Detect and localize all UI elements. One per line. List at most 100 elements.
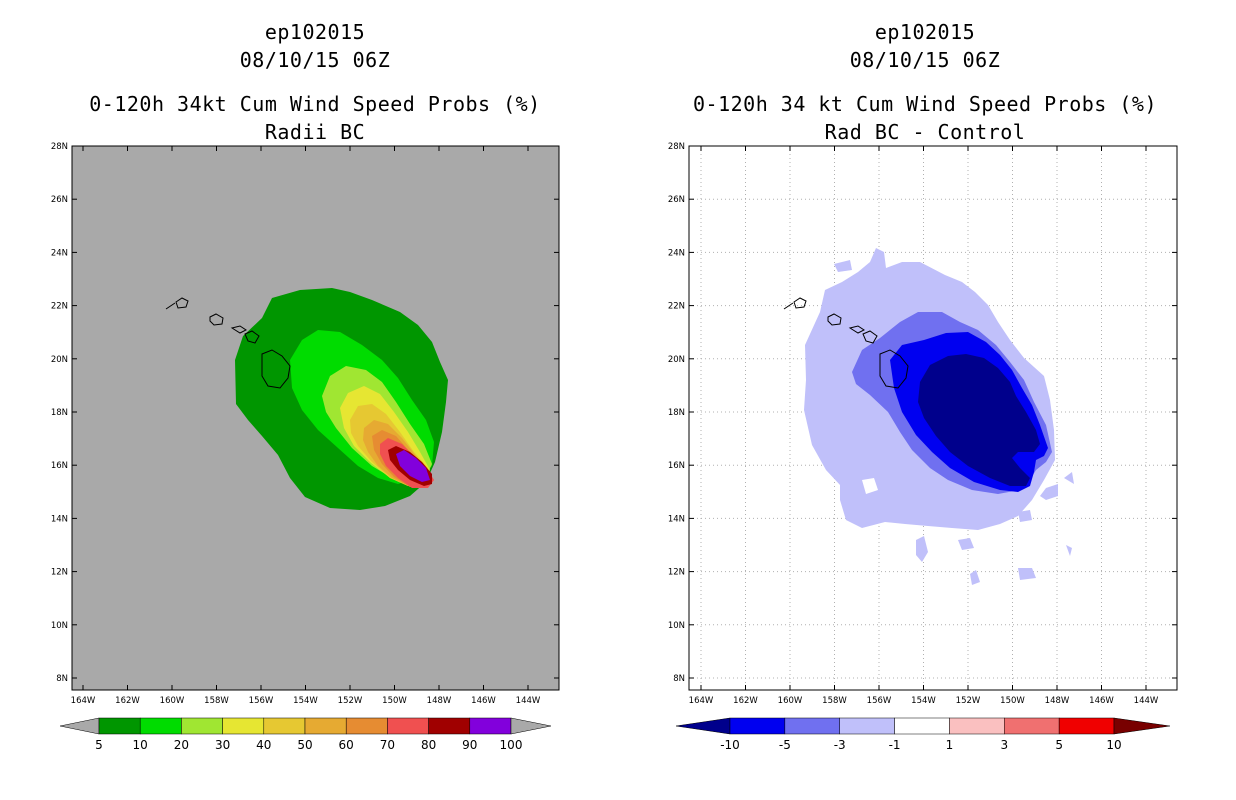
left-storm-id: ep102015	[264, 20, 366, 44]
left-colorbar-swatch	[181, 717, 223, 735]
left-colorbar-swatch	[222, 717, 265, 735]
left-colorbar-swatch	[469, 717, 512, 735]
right-lon-label: 156W	[867, 696, 892, 706]
left-colorbar-label: 5	[95, 738, 103, 752]
left-lon-label: 156W	[249, 696, 274, 706]
right-blob-d	[1066, 545, 1072, 556]
left-subtitle: Radii BC	[264, 120, 366, 144]
right-lat-label: 28N	[668, 142, 685, 152]
right-colorbar-label: -3	[834, 738, 846, 752]
right-lat-label: 26N	[668, 195, 685, 205]
left-colorbar-label: 50	[297, 738, 312, 752]
right-subtitle: Rad BC - Control	[824, 120, 1026, 144]
right-lat-label: 22N	[668, 302, 685, 312]
left-colorbar-label: 60	[339, 738, 354, 752]
right-colorbar-swatch	[729, 717, 786, 735]
left-title: 0-120h 34kt Cum Wind Speed Probs (%)	[89, 92, 541, 116]
right-blob-c	[970, 570, 980, 585]
left-lat-label: 28N	[51, 142, 68, 152]
right-lat-label: 12N	[668, 568, 685, 578]
left-datetime: 08/10/15 06Z	[239, 48, 391, 72]
left-colorbar-swatch	[304, 717, 347, 735]
right-map-frame	[688, 145, 1178, 691]
right-lat-label: 8N	[673, 674, 685, 684]
right-lon-label: 144W	[1134, 696, 1159, 706]
left-lon-label: 164W	[71, 696, 96, 706]
right-colorbar-swatch	[784, 717, 840, 735]
right-title: 0-120h 34 kt Cum Wind Speed Probs (%)	[692, 92, 1158, 116]
right-blob-e	[1064, 472, 1074, 484]
right-colorbar-swatch	[839, 717, 895, 735]
right-lon-label: 158W	[822, 696, 847, 706]
right-blob-a	[916, 536, 928, 562]
left-map-frame	[71, 145, 560, 691]
left-colorbar-high-arrow	[510, 717, 552, 735]
right-lon-label: 148W	[1045, 696, 1070, 706]
right-lon-label: 146W	[1089, 696, 1114, 706]
right-lon-label: 152W	[956, 696, 981, 706]
left-colorbar-label: 40	[256, 738, 271, 752]
right-lat-label: 18N	[668, 408, 685, 418]
right-colorbar-label: 1	[946, 738, 954, 752]
right-lon-label: 160W	[778, 696, 803, 706]
right-lon-label: 162W	[733, 696, 758, 706]
left-colorbar-label: 30	[215, 738, 230, 752]
right-datetime: 08/10/15 06Z	[849, 48, 1001, 72]
left-lon-label: 144W	[516, 696, 541, 706]
right-colorbar-low-arrow	[675, 717, 731, 735]
left-lat-label: 18N	[51, 408, 68, 418]
right-lat-label: 10N	[668, 621, 685, 631]
right-contour-minus10	[918, 354, 1040, 486]
left-lat-label: 10N	[51, 621, 68, 631]
left-lon-label: 148W	[427, 696, 452, 706]
left-lon-label: 160W	[160, 696, 185, 706]
left-lat-label: 14N	[51, 514, 68, 524]
left-lon-label: 158W	[204, 696, 229, 706]
left-colorbar-low-arrow	[59, 717, 100, 735]
right-colorbar-label: -1	[889, 738, 901, 752]
right-lat-label: 24N	[668, 248, 685, 258]
left-colorbar-swatch	[98, 717, 141, 735]
left-lon-label: 162W	[115, 696, 140, 706]
left-map: 28N 26N 24N 22N 20N 18N 16N 14N 12N 10N 8N 164W 162…	[51, 142, 560, 752]
left-colorbar-label: 80	[421, 738, 436, 752]
left-colorbar-label: 10	[133, 738, 148, 752]
right-colorbar-label: -10	[720, 738, 740, 752]
left-coastlines	[165, 297, 291, 389]
left-lon-label: 150W	[382, 696, 407, 706]
right-blob-f	[1040, 484, 1058, 500]
left-lon-label: 152W	[338, 696, 363, 706]
right-hole-a	[862, 478, 878, 494]
right-lon-label: 154W	[911, 696, 936, 706]
left-lat-label: 16N	[51, 461, 68, 471]
right-lon-label: 164W	[689, 696, 714, 706]
right-coastlines	[783, 297, 909, 389]
right-colorbar-swatch	[1004, 717, 1060, 735]
left-contour-90	[396, 450, 430, 482]
right-blob-b	[1018, 568, 1036, 580]
left-lat-label: 8N	[56, 674, 68, 684]
right-colorbar-label: 5	[1055, 738, 1063, 752]
left-lon-label: 154W	[293, 696, 318, 706]
right-map: 28N 26N 24N 22N 20N 18N 16N 14N 12N 10N 8N 164W 162…	[668, 142, 1178, 752]
right-lat-label: 16N	[668, 461, 685, 471]
right-blob-i	[834, 260, 852, 272]
right-colorbar-swatch	[1058, 717, 1115, 735]
left-colorbar-swatch	[428, 717, 471, 735]
right-storm-id: ep102015	[874, 20, 976, 44]
right-lat-label: 14N	[668, 514, 685, 524]
right-colorbar-label: -5	[779, 738, 791, 752]
right-colorbar-swatch	[949, 717, 1005, 735]
left-lon-label: 146W	[471, 696, 496, 706]
right-blob-g	[1018, 510, 1032, 522]
left-colorbar-swatch	[139, 717, 182, 735]
right-colorbar-swatch	[894, 717, 950, 735]
left-colorbar-label: 90	[462, 738, 477, 752]
right-colorbar-label: 3	[1000, 738, 1008, 752]
right-colorbar-label: 10	[1106, 738, 1121, 752]
left-colorbar-label: 70	[380, 738, 395, 752]
left-lat-label: 26N	[51, 195, 68, 205]
left-colorbar-label: 20	[174, 738, 189, 752]
left-lat-label: 20N	[51, 355, 68, 365]
left-lat-label: 24N	[51, 248, 68, 258]
